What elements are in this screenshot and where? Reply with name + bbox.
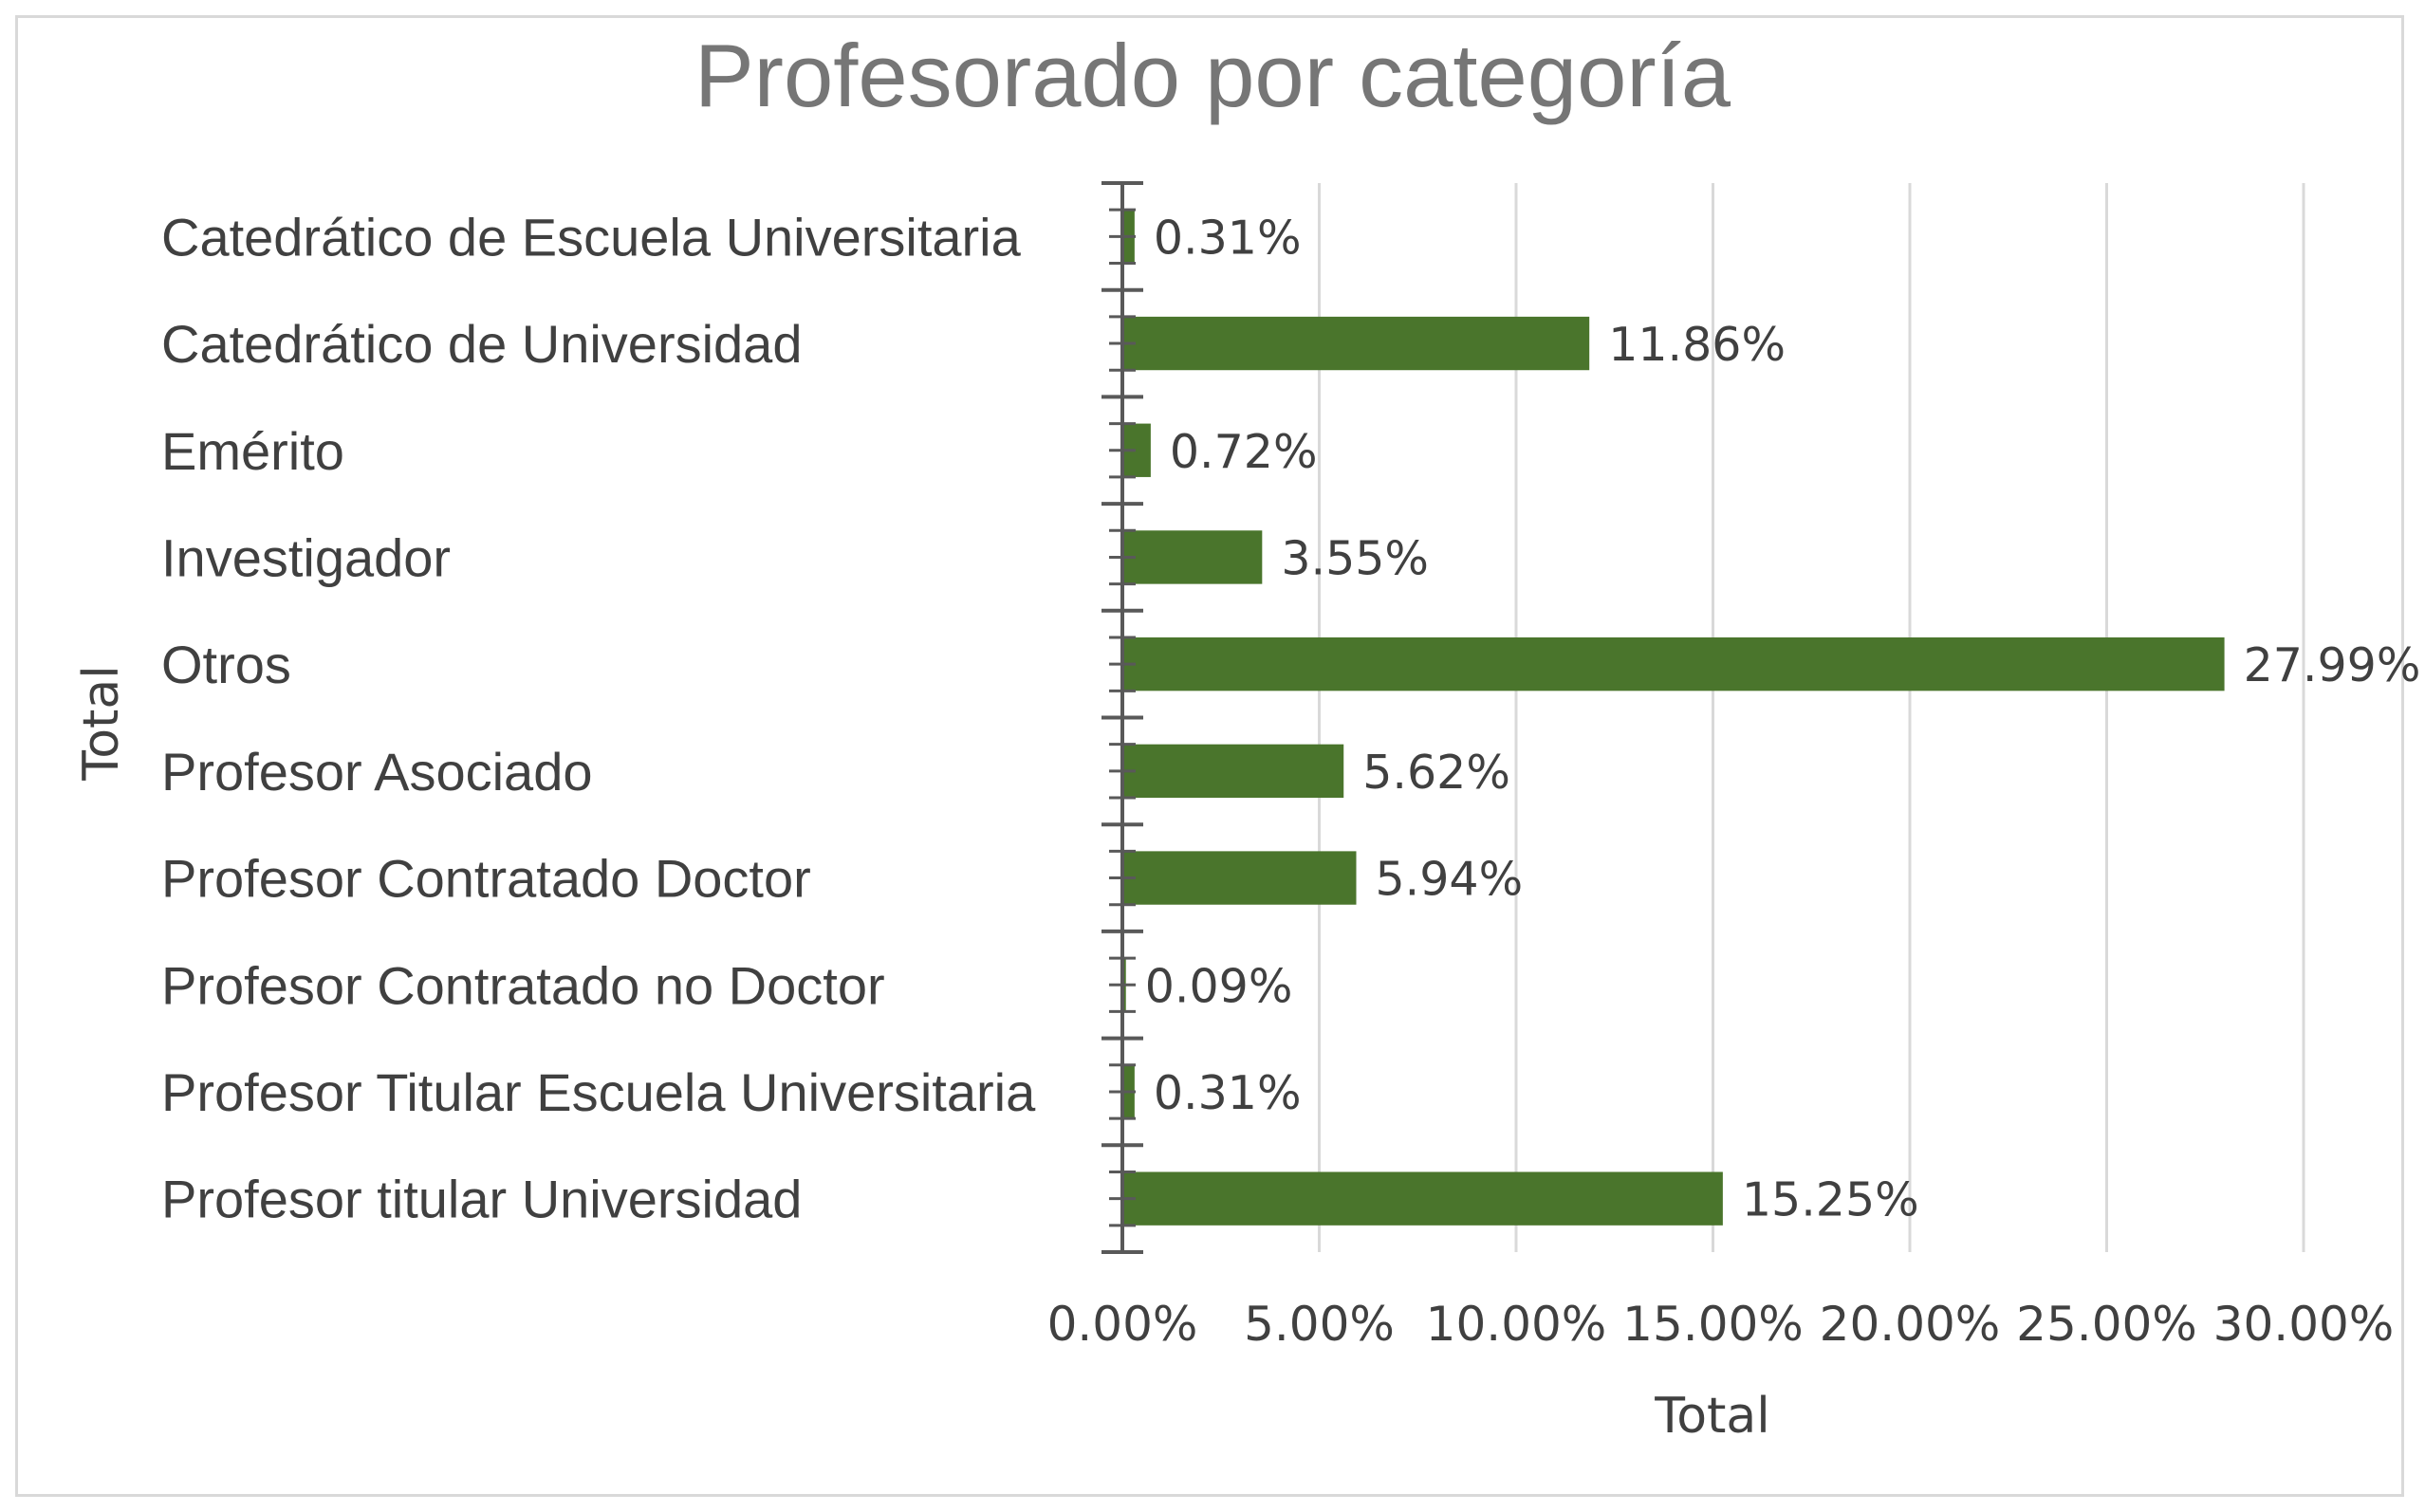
data-label: 15.25% <box>1742 1173 1919 1227</box>
data-label: 5.94% <box>1376 853 1524 907</box>
data-label: 0.31% <box>1154 211 1302 265</box>
category-label: Catedrático de Universidad <box>161 314 802 374</box>
category-label: Catedrático de Escuela Universitaria <box>161 207 1022 267</box>
category-label: Emérito <box>161 421 344 481</box>
x-axis-title: Total <box>1654 1388 1769 1445</box>
data-label: 0.31% <box>1154 1066 1302 1120</box>
data-label: 0.72% <box>1170 425 1318 479</box>
y-axis-title: Total <box>73 665 130 781</box>
x-tick-label: 25.00% <box>2016 1297 2197 1352</box>
data-label: 5.62% <box>1362 746 1510 800</box>
chart-title: Profesorado por categoría <box>694 26 1731 125</box>
bar <box>1122 851 1357 905</box>
category-label: Investigador <box>161 527 451 587</box>
data-label: 11.86% <box>1608 318 1786 372</box>
category-label: Profesor Contratado Doctor <box>161 849 811 909</box>
data-label: 0.09% <box>1145 959 1293 1013</box>
bar <box>1122 636 2225 691</box>
category-labels: Catedrático de Escuela Universitaria Cate… <box>161 207 1036 1228</box>
category-label: Profesor titular Universidad <box>161 1170 802 1229</box>
category-label: Profesor Titular Escuela Universitaria <box>161 1062 1036 1122</box>
value-axis-tick-labels: 0.00% 5.00% 10.00% 15.00% 20.00% 25.00% 30.00% <box>1047 1297 2395 1352</box>
x-tick-label: 20.00% <box>1820 1297 2001 1352</box>
data-label: 3.55% <box>1281 531 1429 585</box>
data-label: 27.99% <box>2244 638 2421 692</box>
bars <box>1122 210 2225 1226</box>
category-axis <box>1101 181 1143 1254</box>
bar <box>1122 530 1263 584</box>
data-labels: 0.31% 11.86% 0.72% 3.55% 27.99% 5.62% 5.94% 0.0… <box>1145 211 2421 1226</box>
x-tick-label: 5.00% <box>1244 1297 1395 1352</box>
x-tick-label: 10.00% <box>1426 1297 1607 1352</box>
x-tick-label: 0.00% <box>1047 1297 1198 1352</box>
category-label: Profesor Asociado <box>161 742 592 802</box>
category-label: Otros <box>161 635 291 694</box>
x-tick-label: 15.00% <box>1622 1297 1804 1352</box>
category-label: Profesor Contratado no Doctor <box>161 955 885 1015</box>
bar <box>1122 744 1344 799</box>
bar <box>1122 1171 1723 1226</box>
x-tick-label: 30.00% <box>2213 1297 2395 1352</box>
bar <box>1122 316 1590 371</box>
